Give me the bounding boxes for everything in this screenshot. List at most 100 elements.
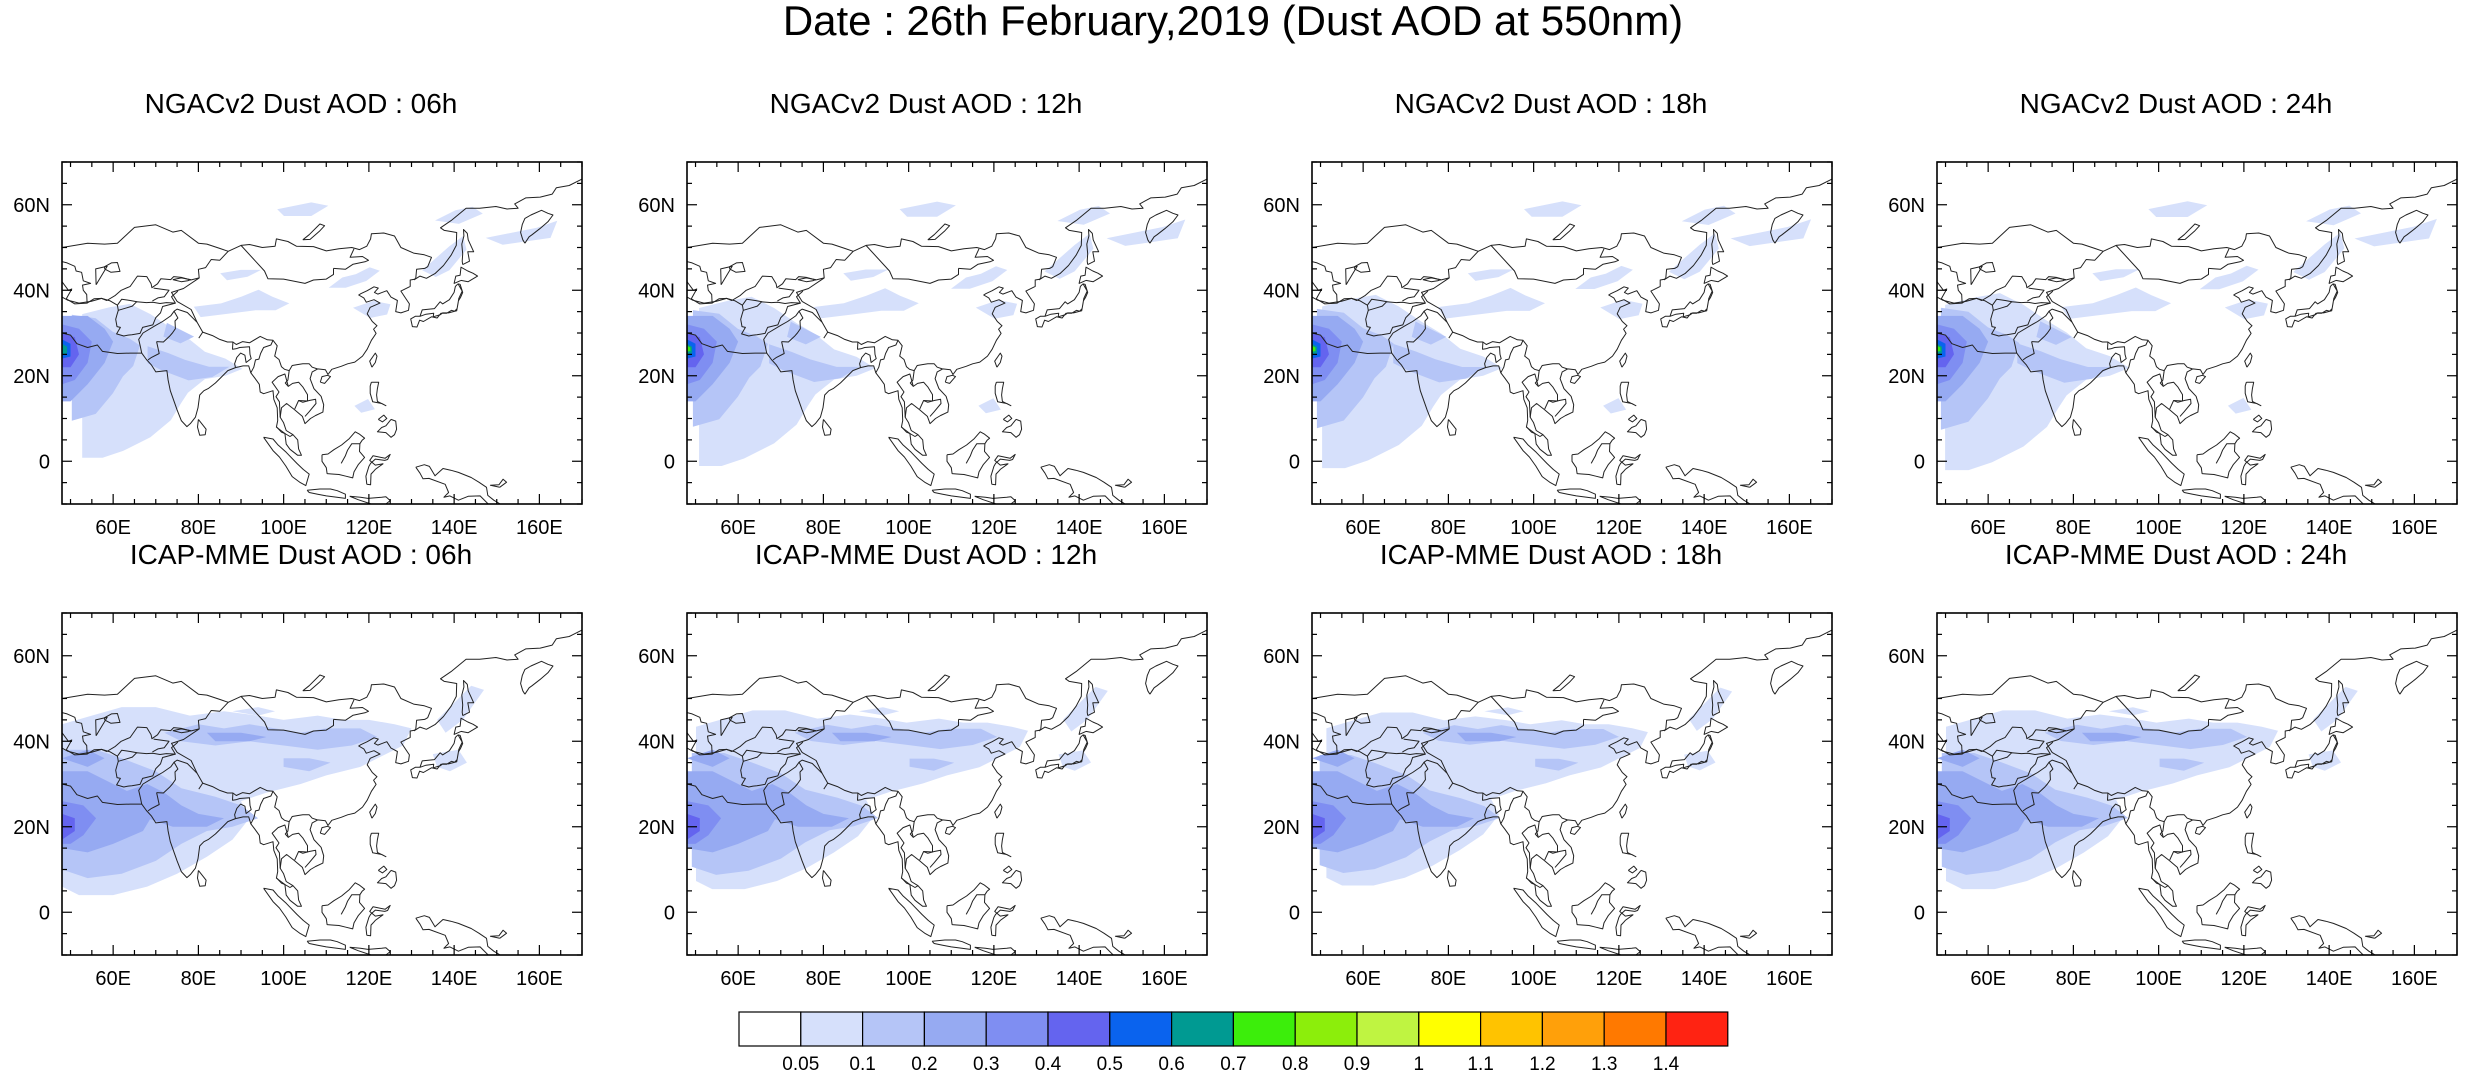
coastline [1388, 759, 1448, 805]
x-tick-label: 80E [2056, 517, 2092, 539]
coastline [1665, 915, 1751, 955]
dust-contour [899, 201, 956, 217]
coastline [62, 261, 92, 305]
coastline [2159, 370, 2183, 410]
coastline [1448, 782, 1454, 790]
dust-contour [769, 344, 860, 382]
dust-contour [787, 321, 821, 345]
x-tick-label: 160E [1141, 968, 1188, 990]
coastline [781, 310, 804, 343]
coastline [946, 882, 991, 930]
coastline [2215, 443, 2235, 464]
coastline [1421, 250, 1568, 372]
y-tick-label: 20N [1888, 366, 1925, 388]
coastlines [1937, 629, 2457, 955]
coastline [720, 265, 733, 285]
x-tick-label: 60E [1970, 968, 2006, 990]
coastline [2138, 887, 2185, 938]
dust-contour [1937, 749, 1980, 767]
coastline [333, 699, 369, 721]
y-tick-label: 60N [1263, 195, 1300, 217]
colorbar-label: 0.4 [1035, 1054, 1062, 1072]
dust-contour [858, 707, 900, 716]
x-tick-label: 60E [95, 517, 131, 539]
coastline [1001, 418, 1023, 438]
x-tick-label: 160E [1766, 968, 1813, 990]
coastline [687, 178, 1207, 456]
coastline [772, 792, 785, 812]
coastline [2173, 398, 2192, 417]
coastline [198, 782, 204, 790]
colorbar-label: 1.1 [1467, 1054, 1493, 1072]
dust-field [1937, 201, 2437, 471]
coastline [990, 904, 1016, 937]
coastline [2138, 436, 2185, 487]
coastline [1627, 865, 1638, 874]
y-tick-label: 40N [638, 731, 675, 753]
coastline [1548, 849, 1567, 868]
coastline [865, 245, 959, 284]
map-svg: 60E 80E 100E 120E 140E 160E 0 20N 40N 60N [13, 161, 583, 539]
coastline [1422, 728, 1442, 734]
x-tick-label: 140E [2306, 968, 2353, 990]
coastline [1626, 869, 1648, 889]
y-tick-label: 40N [13, 280, 50, 302]
x-tick-label: 80E [1431, 968, 1467, 990]
dust-contour [193, 289, 290, 318]
coastline [1937, 629, 2457, 907]
coastline [875, 791, 899, 825]
coastline [994, 381, 1012, 407]
y-tick-label: 20N [638, 366, 675, 388]
coastline [1406, 761, 1429, 794]
coastline [2395, 209, 2429, 244]
y-tick-label: 0 [39, 451, 50, 473]
dust-contour [1524, 201, 1582, 217]
coastline [2224, 946, 2266, 955]
coastline [1044, 283, 1084, 317]
coastline [2208, 699, 2244, 721]
map-panel: ICAP-MME Dust AOD : 24h 60E 80E 100E 120E 140… [1875, 539, 2466, 990]
coastline [1526, 877, 1544, 888]
coastline [1665, 464, 1751, 504]
x-tick-label: 100E [260, 517, 307, 539]
coastline [1961, 726, 2075, 755]
x-tick-label: 80E [181, 968, 217, 990]
coastline [2115, 696, 2209, 735]
y-tick-label: 40N [1263, 280, 1300, 302]
coastline [1534, 370, 1558, 410]
coastline [1421, 701, 1568, 823]
dust-contour [353, 300, 391, 318]
coastline [171, 250, 318, 372]
coastline [2208, 248, 2244, 270]
coastline [321, 882, 366, 930]
y-tick-label: 40N [1888, 280, 1925, 302]
coastline [377, 865, 388, 874]
coastline [822, 870, 832, 887]
colorbar-label: 0.3 [973, 1054, 999, 1072]
coastline [931, 488, 971, 499]
coastline [2046, 701, 2193, 823]
coastline [2125, 791, 2149, 825]
colorbar-swatch [1356, 1011, 1420, 1047]
coastline [1770, 660, 1804, 695]
colorbar-label: 1.3 [1591, 1054, 1617, 1072]
coastline [95, 265, 108, 285]
x-tick-label: 80E [1431, 517, 1467, 539]
coastline [86, 275, 200, 304]
coastline [1345, 265, 1358, 285]
coastline [2115, 245, 2209, 284]
coastline [1991, 749, 2013, 757]
y-tick-label: 60N [1888, 646, 1925, 668]
coastline [147, 792, 160, 812]
coastline [306, 488, 346, 499]
coastline [1145, 660, 1179, 695]
map-panel: NGACv2 Dust AOD : 18h 60E 80E 100E 120E 140E 1… [1250, 88, 1870, 539]
coastline [990, 453, 1016, 486]
colorbar-label: 0.5 [1097, 1054, 1123, 1072]
x-tick-label: 100E [1510, 517, 1557, 539]
coastline [276, 877, 294, 888]
coastlines [687, 629, 1207, 955]
coastline [349, 495, 391, 504]
coastline [797, 728, 817, 734]
y-tick-label: 60N [1888, 195, 1925, 217]
